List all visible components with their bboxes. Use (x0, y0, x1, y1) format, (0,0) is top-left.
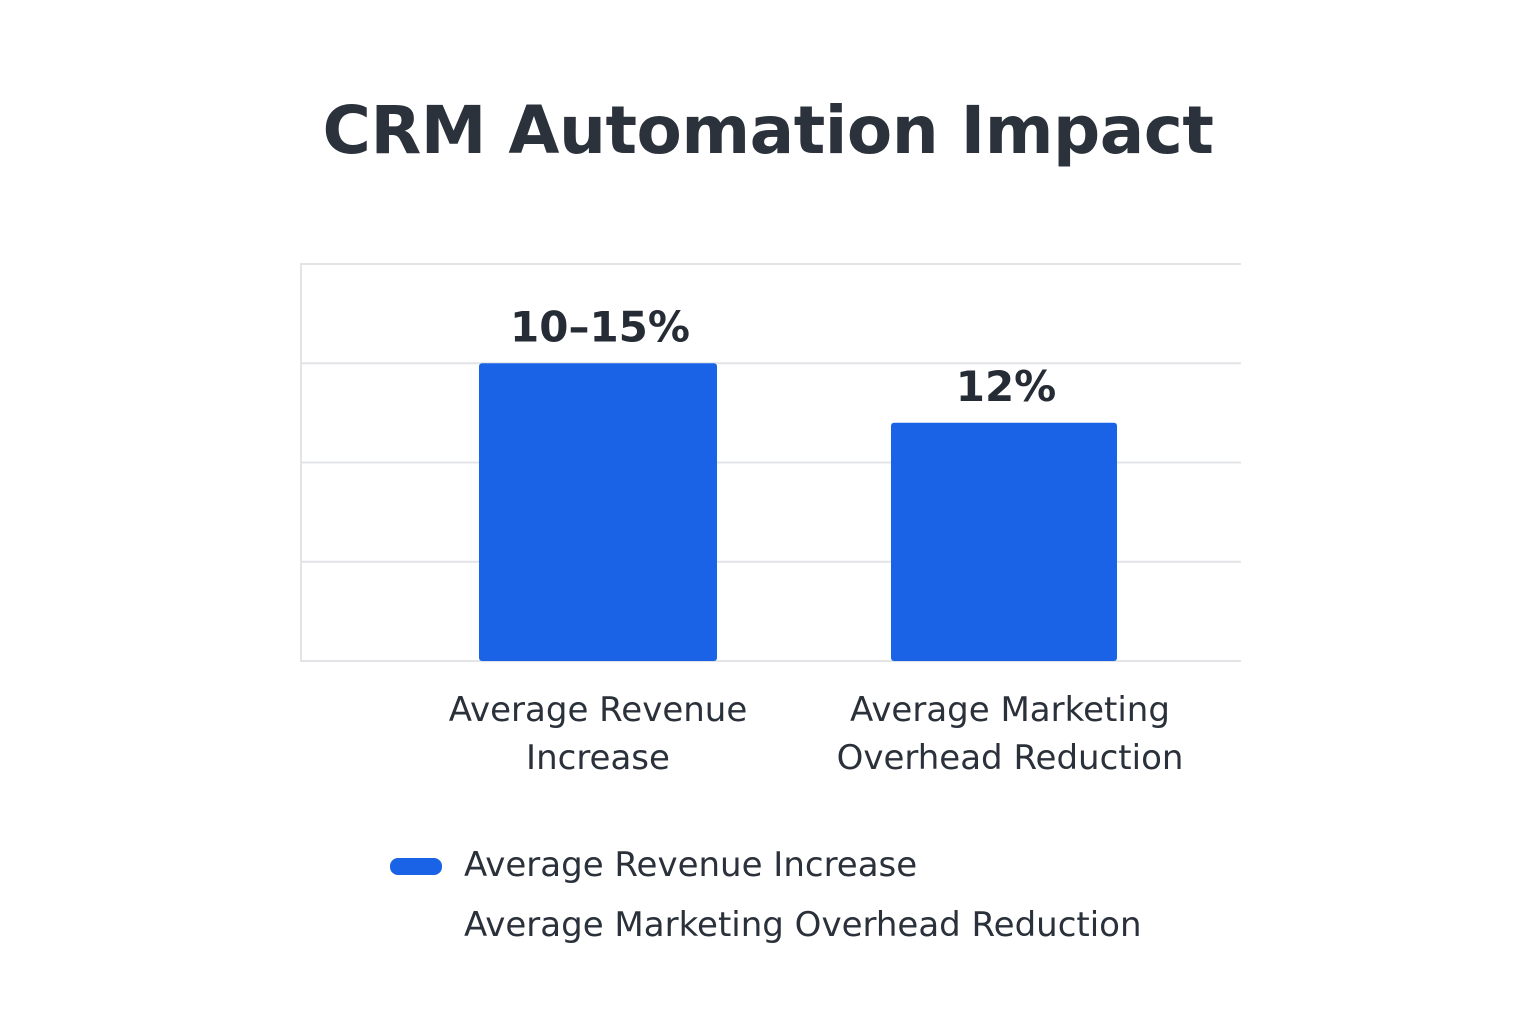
data-label: 12% (956, 362, 1057, 411)
bar-overhead (891, 422, 1117, 661)
chart-title: CRM Automation Impact (322, 92, 1214, 169)
data-label: 10–15% (510, 302, 690, 351)
category-label-line: Overhead Reduction (836, 738, 1184, 778)
category-label-revenue: Average Revenue Increase (388, 686, 808, 782)
category-label-line: Average Marketing (850, 690, 1170, 730)
category-label-line: Average Revenue (448, 690, 748, 730)
legend-label: Average Revenue Increase (464, 845, 918, 885)
legend-swatch (390, 858, 442, 875)
legend-label: Average Marketing Overhead Reduction (464, 905, 1142, 945)
category-label-overhead: Average Marketing Overhead Reduction (800, 686, 1220, 782)
category-label-line: Increase (526, 738, 670, 778)
bar-revenue (479, 363, 717, 661)
